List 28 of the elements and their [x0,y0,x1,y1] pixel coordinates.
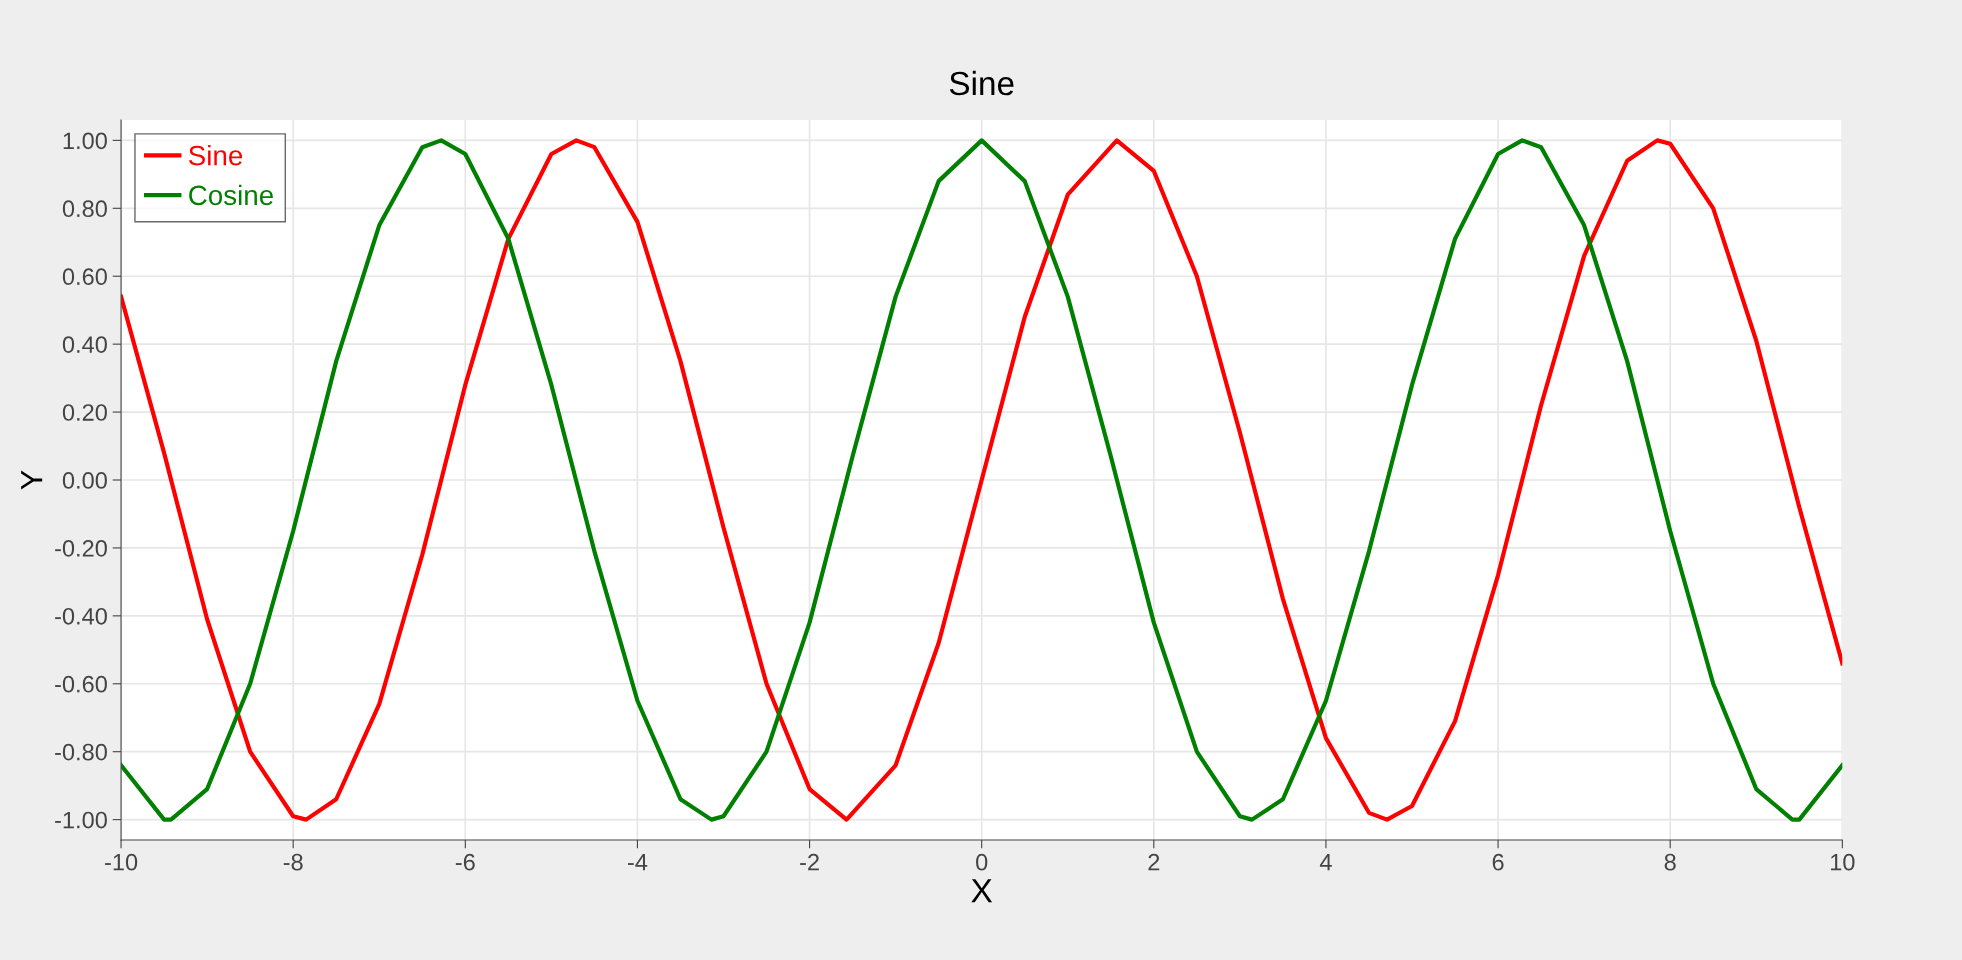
y-tick-label: -0.40 [55,607,107,625]
x-tick-label: -4 [627,854,648,871]
y-tick-label: -0.20 [55,539,107,557]
y-tick-label: 0.80 [62,200,107,218]
y-tick-label: -1.00 [55,811,107,829]
y-tick-label: 0.60 [62,268,107,286]
y-tick-label: 0.40 [62,336,107,353]
y-tick-label: -0.60 [55,675,107,693]
x-tick-label: 8 [1664,853,1676,871]
y-tick-label: 1.00 [63,132,107,150]
y-axis-title: Y [21,470,43,490]
x-tick-label: 10 [1830,853,1855,871]
legend-label: Cosine [189,184,273,206]
x-tick-label: 4 [1319,854,1332,871]
y-tick-label: 0.00 [62,472,107,489]
x-tick-label: 0 [976,853,988,871]
x-tick-label: 6 [1492,853,1504,871]
x-tick-label: 2 [1148,853,1160,871]
x-axis-title: X [971,879,993,903]
x-tick-label: -8 [283,853,303,871]
y-tick-label: -0.80 [55,743,107,761]
x-tick-label: -6 [455,853,475,871]
y-tick-label: 0.20 [62,404,107,421]
line-series [121,138,1843,822]
chart-title: Sine [949,70,1014,96]
x-tick-label: -10 [105,853,138,871]
x-tick-label: -2 [800,853,819,871]
legend-label: Sine [188,145,243,166]
